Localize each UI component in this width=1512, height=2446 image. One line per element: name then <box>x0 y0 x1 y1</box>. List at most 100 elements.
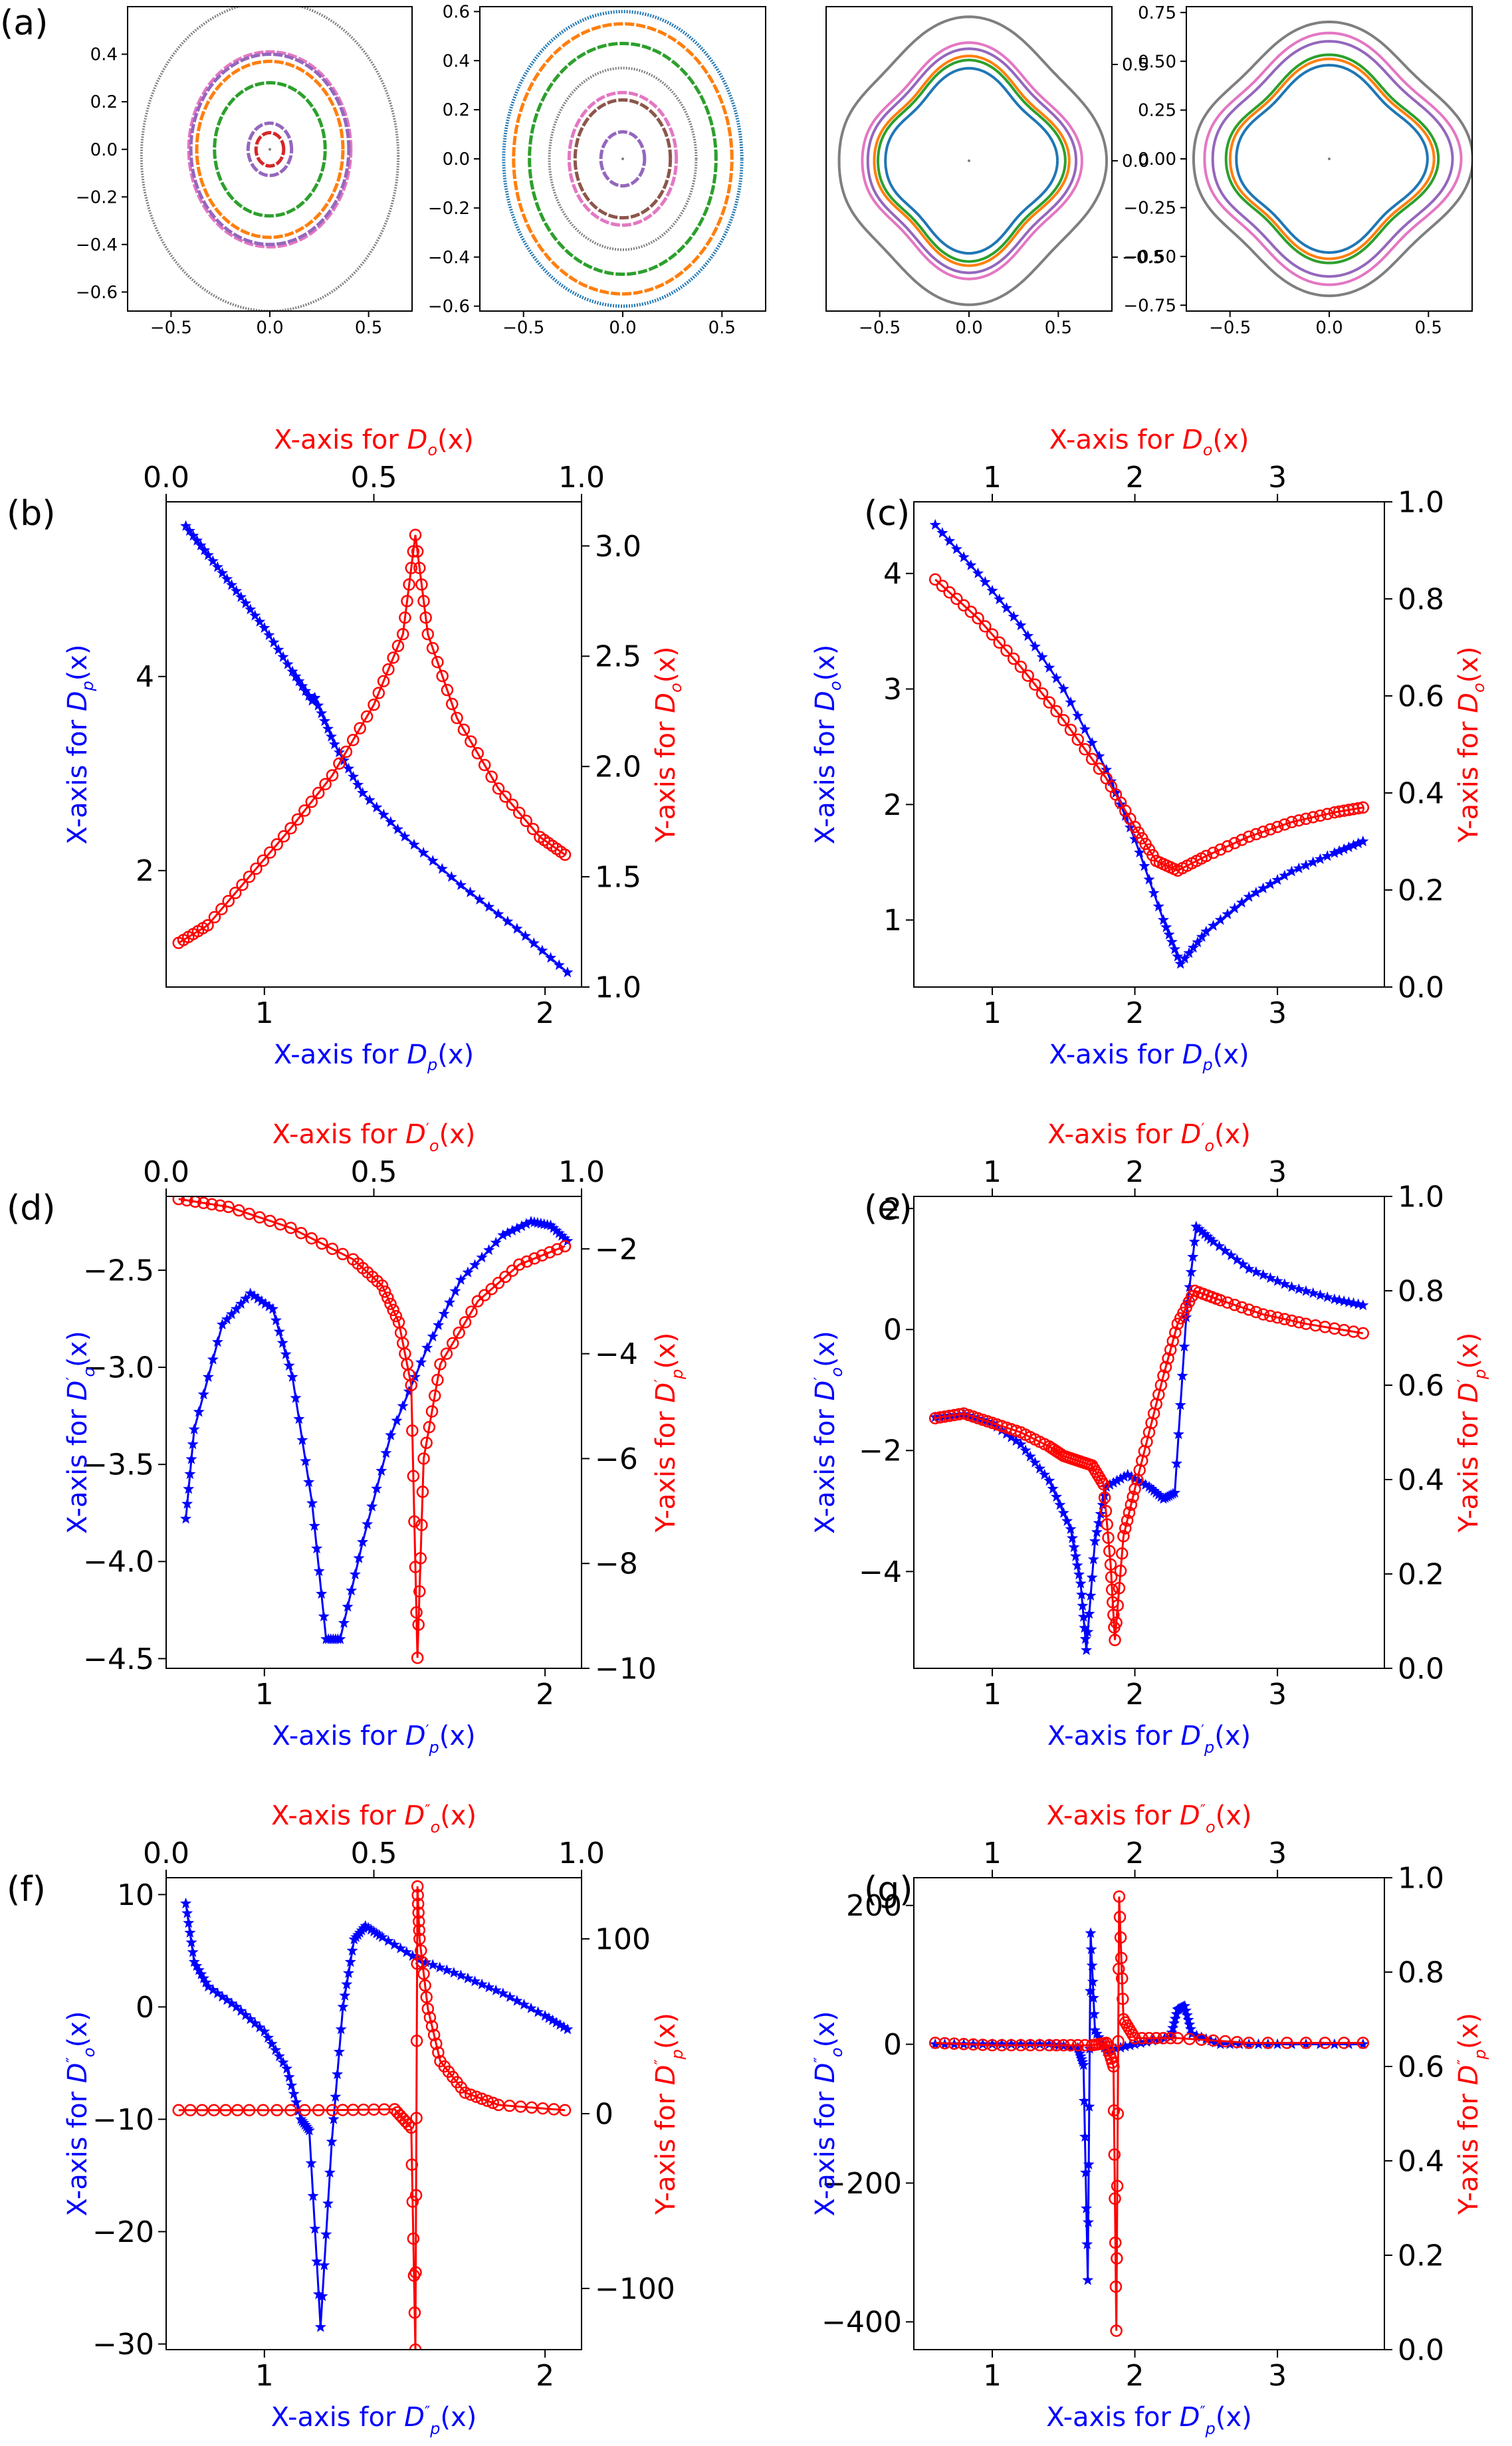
right-y-tick-label-e-5: 1.0 <box>1398 1180 1444 1214</box>
marker-d-dp-p-62 <box>485 1283 498 1295</box>
x-tick-label-g-2: 3 <box>1268 2359 1287 2393</box>
top-x-tick-label-d-2: 1.0 <box>558 1155 605 1189</box>
marker-f-dpp-o-59 <box>335 2023 347 2035</box>
marker-f-dpp-o-89 <box>448 1967 460 1978</box>
marker-b-d-p-16 <box>249 610 261 621</box>
right-y-tick-label-c-3: 0.6 <box>1398 679 1444 713</box>
marker-c-d-o-72 <box>1356 801 1370 814</box>
marker-g-dpp-o-57 <box>1146 2035 1158 2046</box>
marker-e-dp-o-23 <box>1039 1468 1051 1480</box>
marker-f-dpp-p-5 <box>231 2104 244 2116</box>
marker-e-dp-o-34 <box>1071 1559 1083 1571</box>
plot-area-f <box>172 1880 574 2350</box>
marker-f-dpp-o-44 <box>307 2190 319 2201</box>
marker-b-d-p-6 <box>202 549 214 560</box>
marker-f-dpp-o-10 <box>197 1972 209 1983</box>
marker-g-dpp-o-32 <box>1083 2158 1095 2169</box>
chart-a2: −0.5 0.0 0.5 −0.6 −0.4 −0.2 0.0 0.2 0.4 0.6 <box>428 2 766 338</box>
x-tick-label-f-1: 2 <box>536 2359 554 2393</box>
marker-f-dpp-o-18 <box>231 2001 243 2012</box>
right-y-tick-label-e-3: 0.6 <box>1398 1369 1444 1402</box>
marker-b-d-o-19 <box>291 813 304 826</box>
marker-e-dp-p-1 <box>934 1411 946 1424</box>
x-axis-title-e: X-axis for D′p(x) <box>1047 1721 1251 1757</box>
marker-d-dp-o-13 <box>221 1313 233 1325</box>
marker-d-dp-o-68 <box>433 1319 445 1331</box>
marker-g-dpp-o-33 <box>1083 2100 1095 2112</box>
marker-e-dp-o-96 <box>1208 1236 1220 1247</box>
marker-e-dp-o-52 <box>1097 1499 1109 1510</box>
right-y-tick-label-c-4: 0.8 <box>1398 582 1444 616</box>
marker-d-dp-o-22 <box>259 1297 271 1309</box>
marker-f-dpp-o-20 <box>240 2009 252 2021</box>
marker-c-d-o-14 <box>1029 678 1041 691</box>
marker-g-dpp-p-38 <box>1111 2179 1124 2193</box>
marker-f-dpp-p-51 <box>427 2029 441 2041</box>
marker-g-dpp-p-55 <box>1136 2032 1148 2045</box>
y-tick-label-b-0: 2 <box>136 854 154 888</box>
marker-b-d-p-17 <box>254 615 266 627</box>
marker-g-dpp-p-32 <box>1108 2148 1121 2161</box>
marker-g-dpp-o-38 <box>1086 1959 1098 1971</box>
y-tick-label-a1-0: −0.6 <box>76 282 118 302</box>
marker-f-dpp-o-81 <box>395 1942 407 1953</box>
marker-g-dpp-o-31 <box>1082 2216 1094 2227</box>
marker-f-dpp-o-85 <box>420 1956 432 1967</box>
marker-e-dp-o-44 <box>1083 1608 1095 1619</box>
y-tick-label-f-1: −20 <box>92 2215 154 2249</box>
marker-b-d-o-58 <box>478 758 491 772</box>
marker-c-d-p-64 <box>1314 853 1326 864</box>
marker-e-dp-o-65 <box>1140 1478 1152 1490</box>
marker-f-dpp-p-65 <box>486 2096 499 2110</box>
marker-e-dp-o-97 <box>1213 1240 1225 1252</box>
panel-label-b: (b) <box>7 494 56 534</box>
marker-b-d-p-7 <box>207 555 219 566</box>
marker-c-d-o-21 <box>1079 743 1091 756</box>
marker-c-d-p-23 <box>1093 750 1105 762</box>
marker-f-dpp-o-58 <box>333 2046 345 2057</box>
marker-c-d-o-23 <box>1093 762 1106 775</box>
marker-e-dp-o-33 <box>1069 1550 1082 1561</box>
y-tick-label-d-3: −3.0 <box>83 1351 154 1385</box>
marker-c-d-p-52 <box>1229 902 1241 914</box>
marker-c-d-o-17 <box>1050 705 1063 718</box>
marker-d-dp-p-61 <box>478 1289 491 1301</box>
marker-f-dpp-o-8 <box>193 1964 205 1975</box>
series-line-c-d-o <box>934 578 1364 872</box>
marker-e-dp-o-87 <box>1185 1266 1197 1278</box>
marker-f-dpp-o-4 <box>185 1936 197 1947</box>
curve-a1-purple-inner <box>246 121 294 177</box>
marker-e-dp-o-20 <box>1024 1450 1036 1462</box>
marker-d-dp-p-38 <box>407 1470 420 1482</box>
marker-b-d-p-2 <box>187 530 199 541</box>
marker-f-dpp-o-40 <box>300 2120 312 2132</box>
marker-d-dp-o-55 <box>362 1518 374 1529</box>
marker-c-d-o-62 <box>1299 812 1313 826</box>
marker-c-d-p-56 <box>1257 882 1269 893</box>
marker-e-dp-o-66 <box>1143 1480 1155 1492</box>
marker-g-dpp-p-8 <box>1005 2039 1018 2052</box>
marker-d-dp-p-60 <box>471 1295 484 1308</box>
marker-e-dp-p-53 <box>1103 1545 1116 1557</box>
marker-b-d-o-16 <box>270 838 283 851</box>
x-tick-label-a1-2: 0.5 <box>355 318 382 338</box>
marker-b-d-o-45 <box>415 578 428 591</box>
marker-b-d-p-22 <box>277 651 289 662</box>
marker-g-dpp-p-10 <box>1024 2039 1037 2052</box>
marker-b-d-p-63 <box>483 901 495 912</box>
marker-b-d-o-9 <box>222 895 235 907</box>
axes-frame-e <box>913 1196 1385 1669</box>
y-axis-title-b: X-axis for Dp(x) <box>62 644 97 844</box>
marker-b-d-p-18 <box>259 621 270 633</box>
marker-b-d-p-69 <box>536 945 548 956</box>
marker-b-d-p-42 <box>328 738 340 750</box>
curve-a3-orange <box>873 55 1071 267</box>
marker-b-d-o-72 <box>558 848 572 861</box>
marker-e-dp-p-88 <box>1166 1335 1180 1347</box>
marker-g-dpp-o-79 <box>1191 2029 1203 2041</box>
y-axis-title-e: X-axis for D′o(x) <box>810 1331 846 1534</box>
marker-d-dp-o-66 <box>421 1341 433 1353</box>
marker-e-dp-p-62 <box>1111 1599 1125 1612</box>
marker-b-d-p-71 <box>553 959 565 970</box>
